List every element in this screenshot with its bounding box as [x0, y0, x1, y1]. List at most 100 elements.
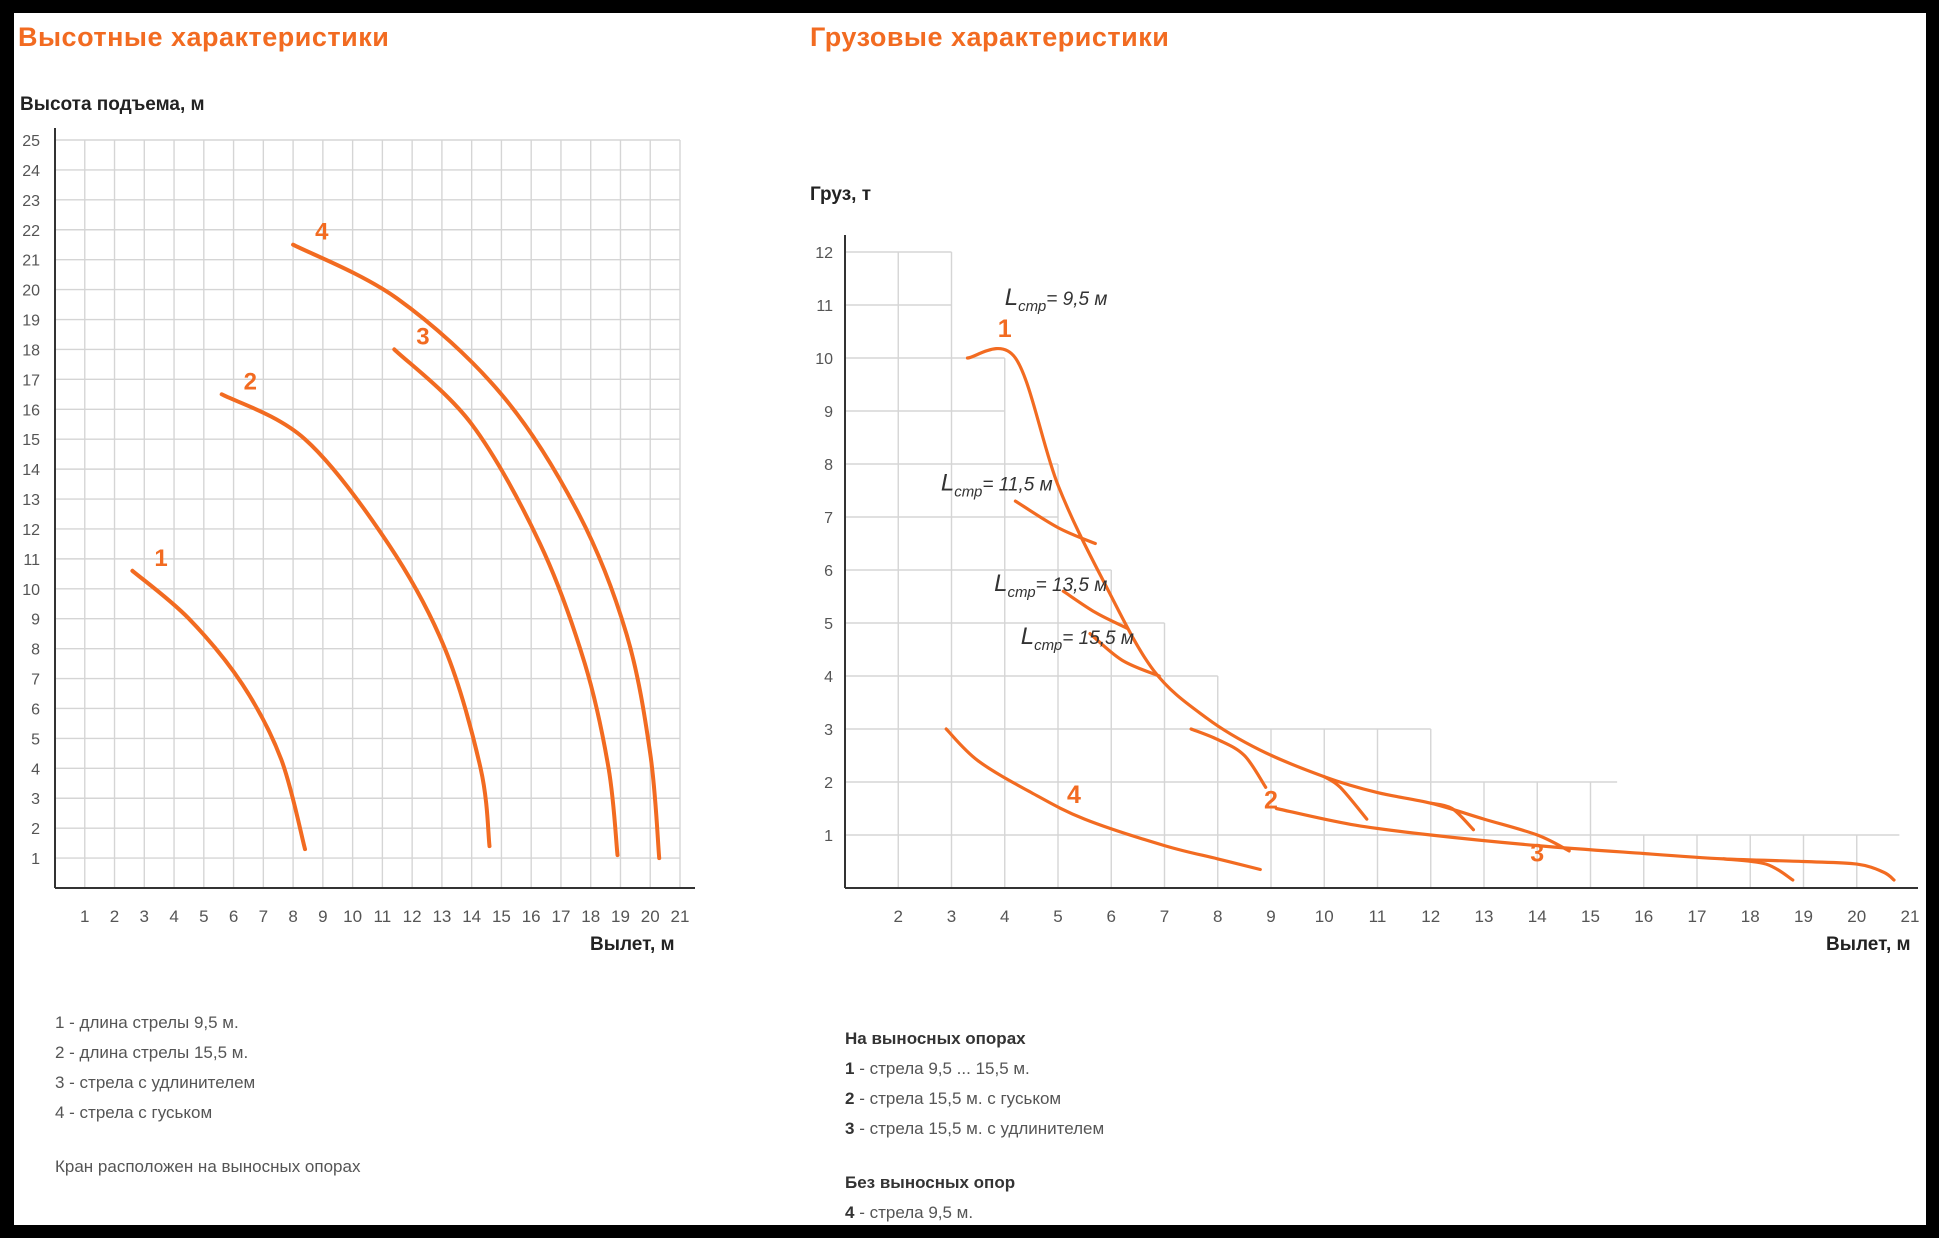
height-y-tick-label: 22	[22, 223, 40, 240]
load-x-tick-label: 8	[1213, 907, 1222, 926]
load-legend-heading-no-outriggers: Без выносных опор	[845, 1173, 1016, 1192]
load-y-tick-label: 9	[824, 404, 833, 421]
height-x-tick-label: 18	[581, 907, 600, 926]
load-curve-L135	[1061, 589, 1129, 630]
load-legend-item-4: 4 - стрела 9,5 м.	[845, 1203, 974, 1222]
height-chart-title: Высотные характеристики	[18, 22, 390, 52]
load-annotation-3: Lстр= 15,5 м	[1021, 623, 1134, 654]
load-annotation-value: = 9,5 м	[1046, 289, 1107, 310]
load-annotation-value: = 13,5 м	[1036, 575, 1108, 596]
load-x-tick-label: 18	[1741, 907, 1760, 926]
height-x-tick-label: 1	[80, 907, 89, 926]
height-curve-label-4: 4	[315, 219, 329, 246]
load-annotation-1: Lстр= 11,5 м	[941, 470, 1053, 501]
load-curve-label-4: 4	[1067, 781, 1081, 809]
height-curve-1	[130, 568, 307, 852]
height-y-tick-label: 10	[22, 582, 40, 599]
height-y-tick-label: 8	[31, 642, 40, 659]
height-y-tick-label: 4	[31, 761, 40, 778]
load-curve-3a	[1722, 857, 1795, 882]
load-x-tick-label: 13	[1475, 907, 1494, 926]
height-legend-note: Кран расположен на выносных опорах	[55, 1157, 361, 1176]
height-y-tick-label: 19	[22, 313, 40, 330]
height-x-tick-label: 12	[403, 907, 422, 926]
height-y-axis-label: Высота подъема, м	[20, 94, 205, 115]
height-x-tick-label: 4	[169, 907, 178, 926]
load-curve-L155	[1088, 632, 1161, 678]
height-y-tick-label: 5	[31, 731, 40, 748]
height-x-tick-label: 2	[110, 907, 119, 926]
load-annotation-sub: стр	[1018, 298, 1046, 315]
load-annotation-base: L	[994, 570, 1007, 597]
load-curve-4	[944, 727, 1262, 872]
load-y-tick-label: 2	[824, 775, 833, 792]
height-y-tick-label: 15	[22, 432, 40, 449]
height-y-tick-label: 25	[22, 133, 40, 150]
height-x-tick-label: 17	[551, 907, 570, 926]
load-x-tick-label: 15	[1581, 907, 1600, 926]
load-annotation-0: Lстр= 9,5 м	[1005, 284, 1108, 315]
load-annotation-sub: стр	[1034, 637, 1062, 654]
load-x-tick-label: 12	[1421, 907, 1440, 926]
load-y-tick-label: 4	[824, 669, 833, 686]
load-y-tick-label: 8	[824, 457, 833, 474]
height-x-tick-label: 14	[462, 907, 481, 926]
height-y-tick-label: 23	[22, 193, 40, 210]
load-y-tick-label: 1	[824, 828, 833, 845]
height-curve-4	[291, 242, 662, 861]
height-y-tick-label: 6	[31, 701, 40, 718]
load-x-tick-label: 11	[1369, 907, 1387, 926]
load-chart-title: Грузовые характеристики	[810, 22, 1170, 52]
height-y-tick-label: 9	[31, 612, 40, 629]
height-x-tick-label: 11	[374, 907, 392, 926]
height-curve-label-3: 3	[416, 323, 429, 350]
load-x-tick-label: 9	[1266, 907, 1275, 926]
load-x-tick-label: 5	[1053, 907, 1062, 926]
load-x-tick-label: 6	[1107, 907, 1116, 926]
load-annotation-base: L	[1021, 623, 1034, 650]
load-x-tick-label: 7	[1160, 907, 1169, 926]
load-annotation-base: L	[941, 470, 954, 497]
height-x-tick-label: 9	[318, 907, 327, 926]
height-legend: 1 - длина стрелы 9,5 м. 2 - длина стрелы…	[55, 1008, 360, 1182]
height-x-axis-label: Вылет, м	[590, 934, 675, 955]
load-curve-1	[965, 346, 1571, 853]
height-y-tick-label: 17	[22, 372, 40, 389]
height-legend-item-4: 4 - стрела с гуськом	[55, 1103, 213, 1122]
load-curve-label-1: 1	[998, 315, 1012, 343]
height-curve-3	[392, 347, 620, 858]
height-x-tick-label: 8	[288, 907, 297, 926]
load-curve-3	[1274, 806, 1896, 882]
height-y-tick-label: 2	[31, 821, 40, 838]
height-y-tick-label: 18	[22, 342, 40, 359]
height-x-tick-label: 5	[199, 907, 208, 926]
load-curve-2	[1189, 727, 1268, 789]
load-y-tick-label: 7	[824, 510, 833, 527]
height-curve-2	[219, 392, 492, 849]
height-chart: 1 2 3 4 5 6 7 8 9 10 11 12 13 14 15 16 17 18 19 20 211234567…	[22, 128, 695, 926]
height-legend-item-3: 3 - стрела с удлинителем	[55, 1073, 256, 1092]
height-curve-label-2: 2	[244, 368, 257, 395]
height-x-tick-label: 10	[343, 907, 362, 926]
load-annotation-sub: стр	[954, 484, 982, 501]
load-legend-heading-outriggers: На выносных опорах	[845, 1029, 1026, 1048]
height-x-tick-label: 16	[522, 907, 541, 926]
load-x-axis-label: Вылет, м	[1826, 934, 1911, 955]
height-y-tick-label: 24	[22, 163, 40, 180]
load-x-tick-label: 4	[1000, 907, 1009, 926]
height-x-tick-label: 7	[259, 907, 268, 926]
load-y-tick-label: 5	[824, 616, 833, 633]
height-y-tick-label: 13	[22, 492, 40, 509]
height-legend-item-2: 2 - длина стрелы 15,5 м.	[55, 1043, 249, 1062]
load-curve-label-3: 3	[1530, 840, 1544, 868]
load-legend: На выносных опорах 1 - стрела 9,5 ... 15…	[845, 1024, 1104, 1228]
load-y-tick-label: 12	[815, 245, 833, 262]
load-y-tick-label: 11	[816, 298, 833, 315]
height-y-tick-label: 7	[31, 672, 40, 689]
height-y-tick-label: 12	[22, 522, 40, 539]
height-x-tick-label: 13	[432, 907, 451, 926]
load-chart: 2 3 4 5 6 7 8 9 10 11 12 13 14 15 16 17 18 19 20 2112345678…	[815, 235, 1919, 926]
load-x-tick-label: 20	[1847, 907, 1866, 926]
load-x-tick-label: 2	[894, 907, 903, 926]
